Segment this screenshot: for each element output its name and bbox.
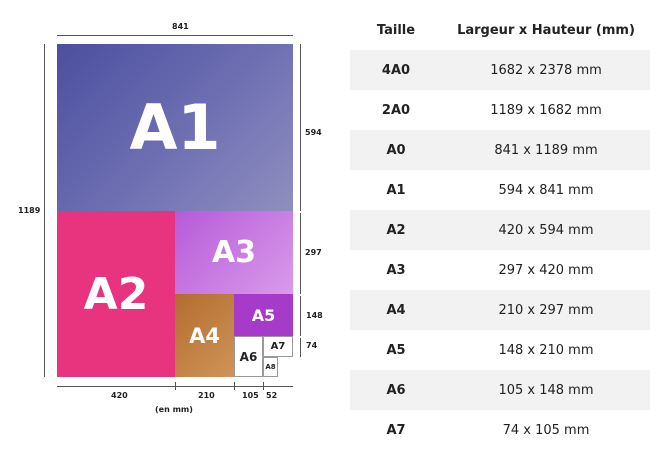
sheet-a2: A2: [57, 211, 175, 377]
cell-size: A2: [350, 210, 442, 250]
paper-size-table: Taille Largeur x Hauteur (mm) 4A0 1682 x…: [350, 10, 650, 450]
cell-dims: 105 x 148 mm: [442, 370, 650, 410]
table-header-row: Taille Largeur x Hauteur (mm): [350, 10, 650, 50]
label-a1: A1: [129, 91, 221, 164]
sheet-a6: A6: [234, 336, 263, 377]
cell-size: A1: [386, 182, 406, 198]
dim-top-width: 841: [172, 22, 189, 31]
label-a6: A6: [239, 349, 258, 364]
label-a2: A2: [83, 268, 149, 320]
cell-size: A0: [350, 130, 442, 170]
dim-right-74: 74: [306, 341, 318, 350]
dim-line-594: [300, 44, 301, 211]
dim-bottom-105: 105: [242, 391, 259, 400]
cell-size: A4: [350, 290, 442, 330]
paper-size-diagram: 841 1189 A1 A2 A3 A4 A5 A6 A7 A8 594 297…: [18, 22, 323, 414]
dim-bottom-210: 210: [198, 391, 215, 400]
dim-right-297: 297: [305, 248, 322, 257]
cell-dims: 210 x 297 mm: [442, 290, 650, 330]
dim-line-left: [44, 44, 45, 377]
dim-right-148: 148: [306, 311, 323, 320]
dim-bottom-420: 420: [111, 391, 128, 400]
cell-size: A7: [386, 422, 406, 438]
cell-size: 2A0: [381, 102, 411, 118]
label-a7: A7: [270, 341, 286, 352]
table-row: A6 105 x 148 mm: [350, 370, 650, 410]
cell-dims: 841 x 1189 mm: [442, 130, 650, 170]
cell-dims: 1682 x 2378 mm: [442, 50, 650, 90]
dim-unit: (en mm): [155, 405, 193, 414]
cell-dims: 594 x 841 mm: [498, 182, 594, 198]
table-row: A0 841 x 1189 mm: [350, 130, 650, 170]
table-row: 4A0 1682 x 2378 mm: [350, 50, 650, 90]
table-row: A7 74 x 105 mm: [350, 410, 650, 450]
dim-left-height: 1189: [18, 206, 41, 215]
cell-size: A3: [386, 262, 406, 278]
label-a3: A3: [211, 235, 257, 270]
dim-line-148: [300, 296, 301, 336]
dim-right-594: 594: [305, 128, 322, 137]
dim-tick-2: [234, 382, 235, 390]
table-row: A4 210 x 297 mm: [350, 290, 650, 330]
table-row: A5 148 x 210 mm: [350, 330, 650, 370]
dim-tick-1: [175, 382, 176, 390]
table-row: A1 594 x 841 mm: [350, 170, 650, 210]
cell-size: A5: [386, 342, 406, 358]
sheet-a3: A3: [175, 211, 293, 294]
table-row: A3 297 x 420 mm: [350, 250, 650, 290]
header-dims: Largeur x Hauteur (mm): [442, 10, 650, 50]
cell-size: A6: [350, 370, 442, 410]
cell-dims: 1189 x 1682 mm: [490, 102, 602, 118]
dim-tick-3: [263, 382, 264, 390]
sheet-a1: A1: [57, 44, 293, 211]
sheet-a7: A7: [263, 336, 293, 357]
dim-line-297: [300, 213, 301, 294]
cell-size: 4A0: [350, 50, 442, 90]
sheet-a5: A5: [234, 294, 293, 336]
label-a5: A5: [251, 305, 276, 325]
dim-line-top: [57, 35, 293, 36]
header-size: Taille: [350, 10, 442, 50]
dim-bottom-52: 52: [266, 391, 278, 400]
sheet-a8: A8: [263, 357, 278, 377]
cell-dims: 74 x 105 mm: [502, 422, 590, 438]
cell-dims: 297 x 420 mm: [498, 262, 594, 278]
label-a4: A4: [189, 323, 220, 348]
sheet-a4: A4: [175, 294, 234, 377]
label-a8: A8: [265, 363, 276, 371]
cell-dims: 420 x 594 mm: [442, 210, 650, 250]
cell-dims: 148 x 210 mm: [498, 342, 594, 358]
table-row: A2 420 x 594 mm: [350, 210, 650, 250]
table-row: 2A0 1189 x 1682 mm: [350, 90, 650, 130]
dim-line-74: [300, 338, 301, 357]
